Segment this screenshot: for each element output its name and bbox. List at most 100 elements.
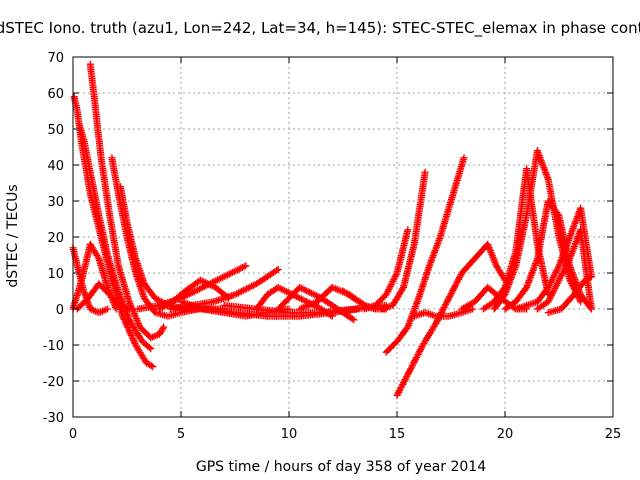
x-tick-label: 10: [281, 427, 298, 442]
data-point: [432, 319, 440, 327]
series-arc-19: [361, 226, 412, 313]
y-tick-label: -10: [43, 339, 64, 354]
data-point: [404, 371, 411, 379]
data-point: [145, 343, 153, 351]
data-point: [488, 250, 496, 258]
data-point: [126, 328, 134, 336]
data-point: [587, 305, 595, 313]
data-point: [438, 307, 446, 315]
y-tick-label: -30: [43, 411, 64, 426]
data-point: [395, 388, 403, 396]
data-point: [549, 273, 557, 281]
data-point: [192, 287, 200, 295]
data-point: [440, 304, 448, 312]
data-point: [447, 291, 454, 299]
data-point: [131, 339, 139, 347]
data-point: [159, 324, 167, 332]
data-point: [490, 255, 498, 263]
data-point: [415, 349, 423, 357]
data-point: [486, 245, 494, 253]
data-point: [104, 305, 112, 313]
data-point: [128, 333, 136, 341]
data-point: [348, 315, 356, 323]
data-point: [443, 297, 451, 305]
data-point: [451, 283, 458, 291]
data-point: [350, 316, 358, 324]
x-tick-label: 25: [605, 427, 622, 442]
data-point: [130, 338, 138, 346]
series-arc-20: [378, 168, 429, 313]
data-series: [69, 60, 595, 399]
data-point: [411, 357, 419, 365]
x-tick-label: 5: [177, 427, 185, 442]
series-arc-3: [76, 121, 155, 353]
data-point: [306, 288, 314, 296]
data-point: [387, 281, 395, 289]
data-point: [500, 285, 508, 293]
data-point: [410, 358, 418, 366]
y-tick-label: 60: [47, 87, 64, 102]
data-point: [147, 362, 155, 370]
data-point: [406, 366, 414, 374]
data-point: [328, 312, 336, 320]
data-point: [123, 322, 131, 330]
series-arc-2: [86, 60, 168, 342]
data-point: [442, 299, 450, 307]
data-point: [442, 301, 450, 308]
data-point: [586, 274, 594, 281]
y-tick-label: 0: [56, 303, 64, 318]
data-point: [134, 318, 142, 326]
series-arc-27: [501, 197, 595, 313]
data-point: [414, 350, 422, 358]
data-point: [448, 288, 456, 296]
data-point: [400, 377, 408, 385]
series-arc-8: [73, 280, 133, 313]
x-tick-label: 20: [497, 427, 514, 442]
x-axis-label: GPS time / hours of day 358 of year 2014: [196, 459, 486, 475]
y-tick-label: 10: [47, 267, 64, 282]
series-arc-21: [382, 154, 468, 356]
data-point: [454, 277, 462, 285]
data-point: [563, 261, 570, 269]
data-point: [399, 380, 407, 388]
series-arc-30: [544, 273, 595, 317]
data-point: [160, 323, 168, 331]
y-tick-label: 50: [47, 123, 64, 138]
data-point: [187, 289, 195, 297]
data-point: [469, 305, 477, 313]
data-point: [235, 265, 243, 273]
data-point: [449, 286, 457, 294]
grid-lines: [73, 57, 613, 417]
y-tick-label: 30: [47, 195, 64, 210]
data-point: [447, 290, 455, 297]
y-tick-label: -20: [43, 375, 64, 390]
data-point: [127, 331, 135, 339]
data-point: [399, 285, 407, 293]
data-point: [416, 347, 424, 355]
data-point: [130, 310, 138, 318]
y-tick-label: 70: [47, 51, 64, 66]
data-point: [147, 345, 155, 353]
data-point: [439, 305, 447, 313]
series-arc-5: [117, 183, 228, 313]
data-point: [112, 305, 120, 313]
data-point: [149, 363, 157, 371]
data-point: [127, 330, 135, 338]
data-point: [284, 288, 292, 296]
data-point: [274, 265, 282, 273]
data-point: [408, 362, 416, 369]
data-point: [455, 275, 463, 283]
data-point: [433, 318, 441, 326]
data-point: [327, 311, 335, 319]
data-point: [230, 268, 238, 276]
series-arc-26: [479, 165, 552, 313]
data-point: [460, 154, 468, 162]
series-arc-16: [274, 283, 358, 324]
axis-ticks: 0 5 10 15 20 25 -30 -20 -10 0 10 20 30 40 50 60 70: [43, 51, 622, 442]
data-point: [421, 168, 429, 176]
data-point: [554, 210, 562, 218]
data-point: [129, 335, 137, 343]
data-point: [359, 300, 367, 308]
data-point: [455, 274, 463, 282]
